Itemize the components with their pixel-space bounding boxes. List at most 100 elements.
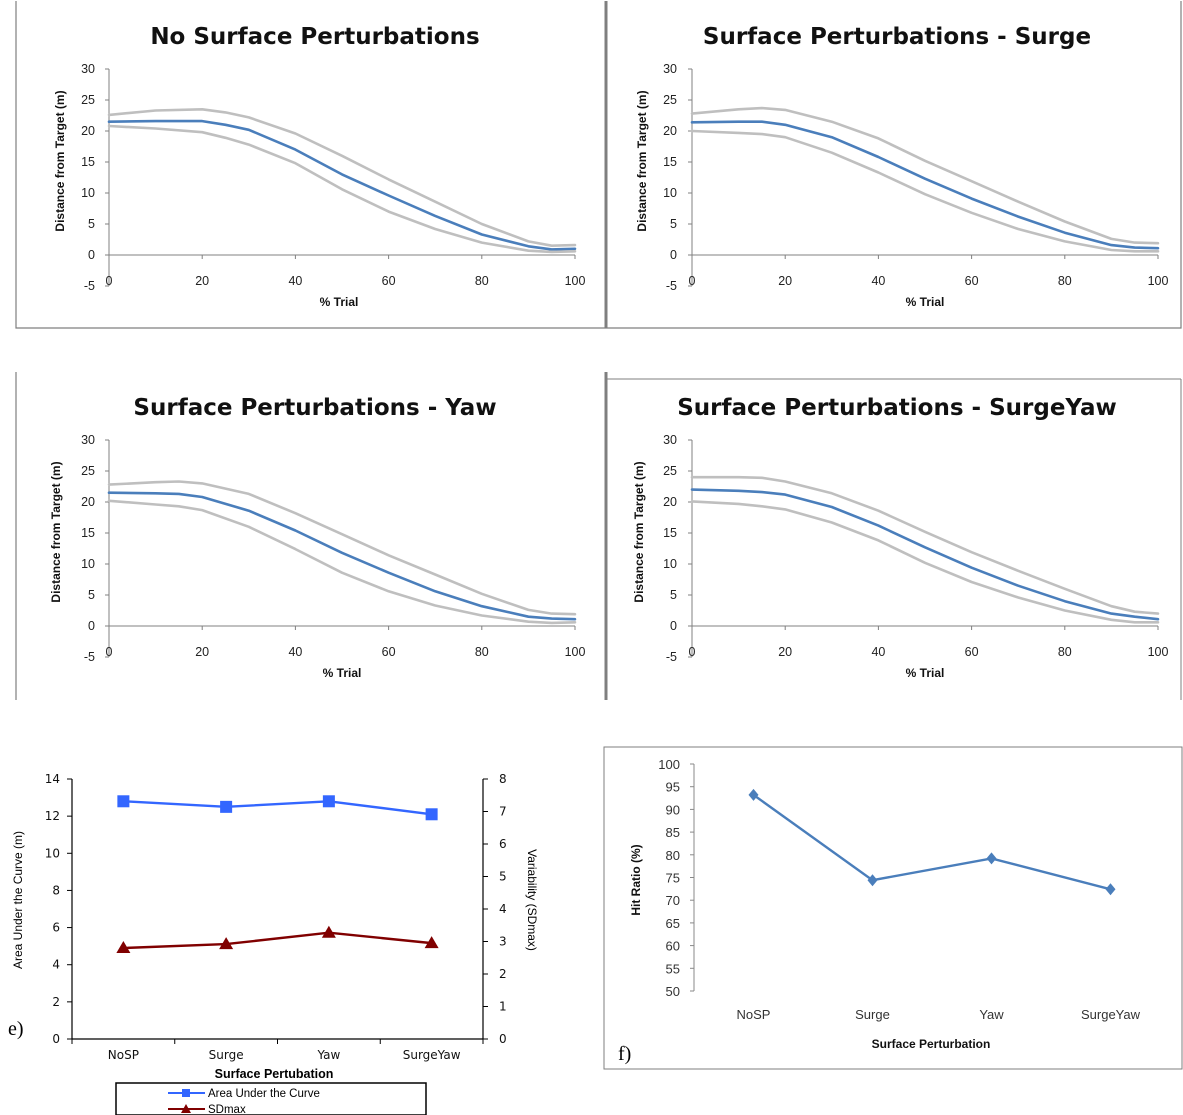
y-tick-label: 30 bbox=[81, 433, 95, 447]
y-tick-label: 5 bbox=[88, 588, 95, 602]
data-point-square bbox=[322, 795, 335, 808]
y-tick-label: 25 bbox=[663, 93, 677, 107]
y-tick-label: 10 bbox=[663, 557, 677, 571]
x-tick-label: 60 bbox=[965, 274, 979, 288]
chart-title: Surface Perturbations - SurgeYaw bbox=[677, 395, 1117, 421]
y-tick-label: 80 bbox=[666, 848, 680, 863]
y-tick-label: 85 bbox=[666, 825, 680, 840]
legend: Area Under the Curve SDmax bbox=[115, 1082, 427, 1115]
x-tick-label: 0 bbox=[106, 645, 113, 659]
chart-hit-ratio: f) Surface Perturbation Hit Ratio (%) 50… bbox=[618, 757, 1141, 1065]
panel-frames bbox=[15, 1, 1183, 1070]
y-tick-label: 20 bbox=[663, 495, 677, 509]
data-point-diamond bbox=[1105, 883, 1116, 896]
y-tick-label: -5 bbox=[666, 279, 677, 293]
x-tick-label: 20 bbox=[195, 274, 209, 288]
y-tick-label: 30 bbox=[663, 433, 677, 447]
panel-label: e) bbox=[8, 1018, 24, 1040]
series-line-lower bbox=[107, 499, 577, 625]
y-tick-label: 20 bbox=[81, 124, 95, 138]
x-tick-label: 100 bbox=[565, 645, 586, 659]
x-tick-label: NoSP bbox=[108, 1048, 139, 1062]
y-tick-label: 10 bbox=[81, 557, 95, 571]
x-tick-label: 40 bbox=[871, 274, 885, 288]
y-tick-label: -5 bbox=[84, 650, 95, 664]
y-tick-label-right: 0 bbox=[499, 1032, 507, 1046]
y-tick-label: 0 bbox=[52, 1032, 60, 1046]
y-tick-label: 12 bbox=[45, 809, 60, 823]
y-tick-label-right: 2 bbox=[499, 967, 507, 981]
data-point-diamond bbox=[986, 852, 997, 865]
y-axis-label: Area Under the Curve (m) bbox=[11, 831, 25, 969]
x-tick-label: 80 bbox=[475, 274, 489, 288]
x-tick-label: 80 bbox=[1058, 274, 1072, 288]
data-point-triangle bbox=[424, 936, 439, 949]
x-tick-label: 0 bbox=[689, 645, 696, 659]
x-tick-label: 80 bbox=[475, 645, 489, 659]
x-axis-label: % Trial bbox=[320, 295, 359, 309]
data-point-triangle bbox=[219, 937, 234, 950]
y-tick-label: 8 bbox=[52, 883, 60, 897]
x-tick-label: Surge bbox=[209, 1048, 244, 1062]
chart-area-and-variability: e) Surface Pertubation Area Under the Cu… bbox=[8, 772, 539, 1115]
chart-title: Surface Perturbations - Yaw bbox=[133, 395, 496, 421]
chart-title: Surface Perturbations - Surge bbox=[703, 24, 1091, 50]
legend-marker-triangle bbox=[181, 1104, 191, 1113]
y-tick-label: 100 bbox=[658, 757, 680, 772]
y-tick-label: 30 bbox=[81, 62, 95, 76]
y-axis-label: Distance from Target (m) bbox=[632, 461, 646, 602]
y-tick-label: 25 bbox=[663, 464, 677, 478]
chart-no-surface-perturbations: No Surface Perturbations % Trial Distanc… bbox=[53, 24, 585, 309]
series-line-upper bbox=[107, 480, 577, 616]
y-tick-label: 20 bbox=[663, 124, 677, 138]
legend-label-area: Area Under the Curve bbox=[208, 1088, 320, 1100]
y-tick-label: 15 bbox=[81, 155, 95, 169]
y-tick-label: 25 bbox=[81, 464, 95, 478]
y-tick-label-right: 5 bbox=[499, 870, 507, 884]
y-tick-label: 15 bbox=[663, 526, 677, 540]
series-line-area bbox=[123, 800, 432, 816]
panel-label: f) bbox=[618, 1043, 631, 1065]
y-tick-label: 0 bbox=[670, 248, 677, 262]
series-line-mean bbox=[107, 119, 577, 251]
y-axis-label: Hit Ratio (%) bbox=[629, 844, 643, 915]
y-tick-label: 10 bbox=[81, 186, 95, 200]
y-tick-label: 14 bbox=[45, 772, 60, 786]
y-tick-label: 25 bbox=[81, 93, 95, 107]
x-tick-label: 0 bbox=[689, 274, 696, 288]
series-line-sdmax bbox=[123, 931, 432, 950]
x-tick-label: 0 bbox=[106, 274, 113, 288]
y-tick-label: 15 bbox=[663, 155, 677, 169]
data-point-square bbox=[425, 808, 438, 821]
series-line-hit-ratio bbox=[752, 793, 1111, 891]
data-point-triangle bbox=[116, 941, 131, 953]
series-line-upper bbox=[690, 106, 1160, 245]
chart-yaw: Surface Perturbations - Yaw % Trial Dist… bbox=[49, 395, 585, 680]
x-tick-label: 100 bbox=[1148, 274, 1169, 288]
y-tick-label-right: 3 bbox=[499, 935, 507, 949]
y-tick-label: 70 bbox=[666, 893, 680, 908]
y-axis-label: Distance from Target (m) bbox=[53, 90, 67, 231]
y-tick-label: 90 bbox=[666, 802, 680, 817]
x-tick-label: Surge bbox=[855, 1007, 890, 1022]
y-tick-label: 6 bbox=[52, 921, 60, 935]
chart-surgeyaw: Surface Perturbations - SurgeYaw % Trial… bbox=[632, 395, 1168, 680]
y-tick-label: -5 bbox=[666, 650, 677, 664]
series-line-lower bbox=[107, 124, 577, 254]
x-tick-label: 60 bbox=[382, 274, 396, 288]
y-tick-label: 4 bbox=[52, 958, 60, 972]
y-tick-label-right: 8 bbox=[499, 772, 507, 786]
x-axis-label: % Trial bbox=[323, 666, 362, 680]
data-point-diamond bbox=[867, 874, 878, 887]
series-line-upper bbox=[690, 475, 1160, 615]
x-tick-label: 40 bbox=[288, 645, 302, 659]
y-tick-label: 0 bbox=[670, 619, 677, 633]
x-tick-label: Yaw bbox=[979, 1007, 1004, 1022]
y-tick-label: 0 bbox=[88, 248, 95, 262]
y-tick-label: 30 bbox=[663, 62, 677, 76]
chart-title: No Surface Perturbations bbox=[150, 24, 479, 50]
series-line-upper bbox=[107, 108, 577, 247]
x-axis-label: Surface Perturbation bbox=[872, 1037, 991, 1051]
data-point-square bbox=[117, 795, 130, 808]
y-tick-label: 2 bbox=[52, 995, 60, 1009]
